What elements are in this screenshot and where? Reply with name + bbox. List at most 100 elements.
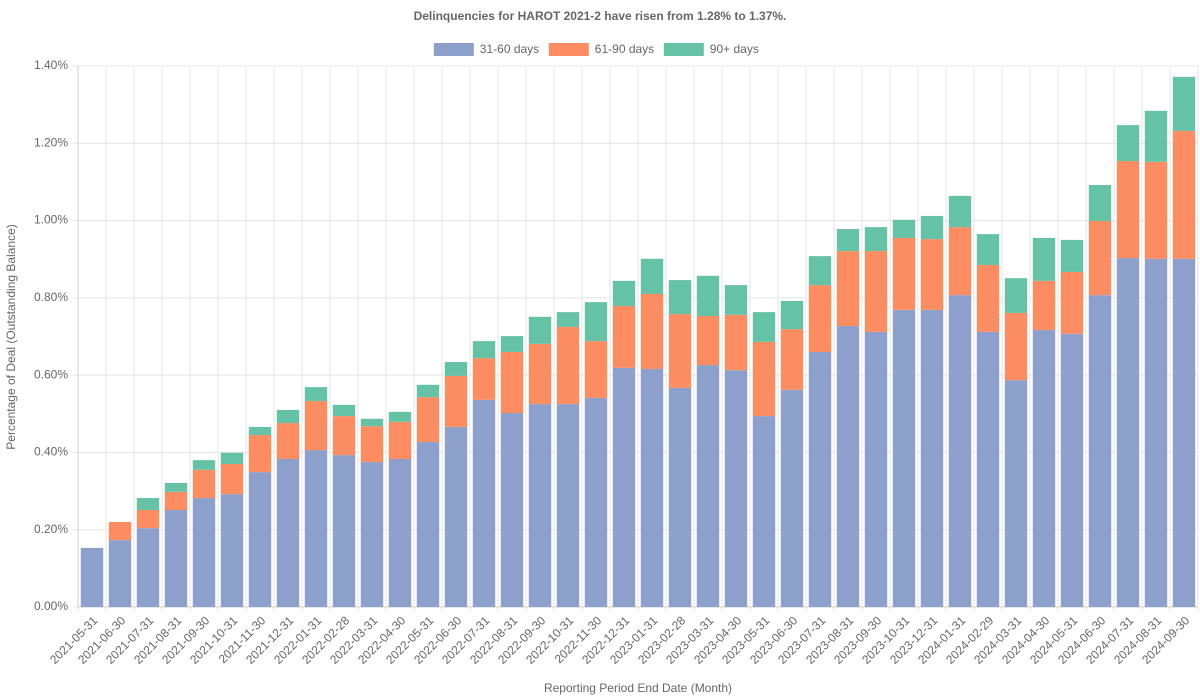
bar-segment — [192, 469, 216, 499]
bar-segment — [136, 510, 160, 529]
bar-segment — [584, 397, 608, 607]
bar-segment — [332, 416, 356, 456]
bar-segment — [556, 404, 580, 607]
bar-segment — [220, 452, 244, 465]
bar-segment — [668, 387, 692, 607]
legend-swatch — [548, 43, 589, 56]
bar-segment — [1004, 380, 1028, 607]
bar-segment — [248, 472, 272, 607]
bar-segment — [752, 341, 776, 417]
bar-segment — [472, 399, 496, 607]
bar-segment — [1060, 333, 1084, 607]
bar-segment — [920, 239, 944, 310]
bar-segment — [1144, 161, 1168, 259]
bar-segment — [304, 387, 328, 402]
y-tick-label: 1.00% — [34, 213, 68, 227]
bar-segment — [332, 455, 356, 607]
bar-segment — [780, 300, 804, 330]
bar-segment — [360, 462, 384, 607]
bar-segment — [948, 195, 972, 228]
bar-segment — [1088, 295, 1112, 607]
bar-segment — [80, 547, 104, 607]
bar-segment — [220, 494, 244, 607]
bar-segment — [948, 227, 972, 296]
bar-segment — [1088, 185, 1112, 221]
bar-segment — [304, 401, 328, 451]
bar-segment — [920, 309, 944, 607]
bar-segment — [668, 314, 692, 388]
bar-segment — [612, 367, 636, 607]
legend-label: 61-90 days — [595, 42, 654, 56]
bar-segment — [612, 280, 636, 306]
bar-segment — [1032, 329, 1056, 607]
bar-segment — [108, 521, 132, 541]
bar-segment — [528, 404, 552, 607]
bar-segment — [836, 251, 860, 327]
legend-label: 31-60 days — [480, 42, 539, 56]
bar-segment — [556, 326, 580, 405]
bar-segment — [1060, 239, 1084, 272]
bar-segment — [976, 331, 1000, 607]
bar-segment — [864, 251, 888, 332]
bar-segment — [612, 305, 636, 368]
bar-segment — [640, 258, 664, 294]
y-tick-label: 1.20% — [34, 135, 68, 149]
bar-segment — [696, 365, 720, 607]
bar-segment — [864, 227, 888, 252]
bar-segment — [1116, 125, 1140, 162]
bar-segment — [892, 219, 916, 238]
bar-segment — [584, 341, 608, 398]
bar-segment — [528, 343, 552, 405]
bar-segment — [136, 498, 160, 511]
bar-segment — [444, 362, 468, 376]
bar-segment — [584, 302, 608, 342]
bar-segment — [332, 404, 356, 417]
bar-segment — [1116, 258, 1140, 607]
bar-segment — [752, 312, 776, 342]
bar-segment — [1088, 220, 1112, 296]
bar-segment — [556, 312, 580, 327]
bar-segment — [836, 326, 860, 607]
bar-segment — [220, 464, 244, 495]
bar-segment — [500, 413, 524, 607]
bar-segment — [1032, 237, 1056, 281]
y-tick-label: 0.20% — [34, 522, 68, 536]
bar-segment — [444, 375, 468, 427]
bar-segment — [472, 358, 496, 400]
bar-segment — [388, 458, 412, 607]
bar-segment — [808, 285, 832, 352]
legend-swatch — [433, 43, 474, 56]
bar-segment — [892, 309, 916, 607]
bar-segment — [948, 295, 972, 607]
y-tick-label: 0.60% — [34, 367, 68, 381]
y-tick-label: 1.40% — [34, 58, 68, 72]
bar-segment — [696, 275, 720, 317]
bar-segment — [808, 351, 832, 607]
bar-segment — [640, 368, 664, 607]
bar-segment — [1060, 271, 1084, 334]
x-axis-title: Reporting Period End Date (Month) — [544, 681, 732, 695]
bar-segment — [1004, 278, 1028, 313]
bar-segment — [528, 316, 552, 344]
bar-segment — [1004, 312, 1028, 381]
bar-segment — [668, 280, 692, 315]
bar-segment — [416, 397, 440, 442]
bar-segment — [164, 482, 188, 492]
legend-swatch — [663, 43, 704, 56]
bar-segment — [1116, 161, 1140, 259]
bar-segment — [976, 265, 1000, 332]
bar-segment — [864, 331, 888, 607]
bar-segment — [836, 229, 860, 252]
bar-segment — [192, 498, 216, 607]
bar-segment — [892, 237, 916, 310]
bar-segment — [1172, 130, 1196, 259]
bar-segment — [780, 389, 804, 607]
bar-segment — [1144, 258, 1168, 607]
bar-segment — [724, 285, 748, 315]
bar-segment — [108, 540, 132, 607]
bar-segment — [164, 491, 188, 511]
bar-segment — [696, 316, 720, 366]
bar-segment — [360, 418, 384, 427]
y-axis-title: Percentage of Deal (Outstanding Balance) — [4, 224, 18, 449]
